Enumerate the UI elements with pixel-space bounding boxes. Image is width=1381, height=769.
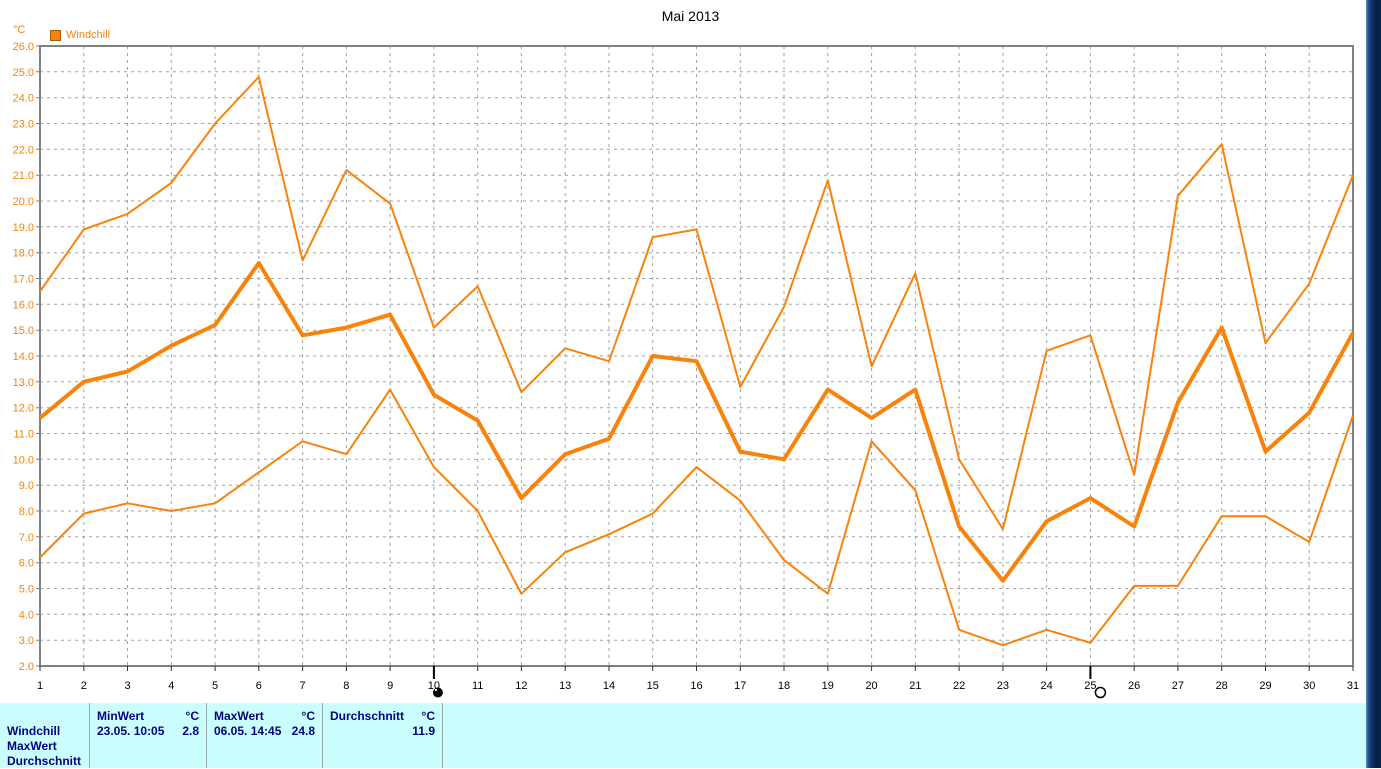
- y-tick-label: 21.0: [13, 170, 34, 182]
- x-tick-label: 22: [953, 680, 965, 692]
- legend-color-swatch-icon: [50, 29, 61, 41]
- durchschnitt-values: 11.9: [412, 724, 435, 738]
- y-tick-label: 8.0: [19, 506, 34, 518]
- x-tick-label: 20: [865, 680, 877, 692]
- chart-svg: 26.025.024.023.022.021.020.019.018.017.0…: [13, 41, 1359, 699]
- y-tick-label: 9.0: [19, 480, 34, 492]
- y-tick-label: 3.0: [19, 635, 34, 647]
- y-tick-label: 16.0: [13, 299, 34, 311]
- table-separator: [442, 703, 443, 768]
- series-line-max: [39, 76, 1354, 531]
- maxwert-header: MaxWert °C: [214, 709, 315, 723]
- y-tick-label: 12.0: [13, 403, 34, 415]
- x-tick-label: 25: [1084, 680, 1096, 692]
- page-title: Mai 2013: [661, 8, 720, 24]
- x-tick-label: 27: [1172, 680, 1184, 692]
- x-tick-label: 31: [1347, 680, 1359, 692]
- y-ticks: [36, 45, 40, 667]
- series-line-min: [39, 388, 1354, 647]
- x-tick-label: 21: [909, 680, 921, 692]
- y-tick-label: 18.0: [13, 248, 34, 260]
- durchschnitt-header: Durchschnitt °C: [330, 709, 435, 723]
- minwert-values: 23.05. 10:05 2.8: [97, 724, 199, 738]
- y-tick-label: 20.0: [13, 196, 34, 208]
- x-tick-label: 1: [37, 680, 43, 692]
- x-tick-label: 28: [1216, 680, 1228, 692]
- y-tick-label: 10.0: [13, 454, 34, 466]
- stats-table: Windchill MaxWert Durchschnitt MinWert °…: [0, 703, 1366, 768]
- y-tick-label: 22.0: [13, 144, 34, 156]
- y-tick-label: 17.0: [13, 274, 34, 286]
- x-tick-label: 9: [387, 680, 393, 692]
- curve-row-windchill[interactable]: Windchill: [7, 724, 61, 738]
- x-tick-label: 6: [256, 680, 262, 692]
- x-tick-label: 8: [343, 680, 349, 692]
- y-tick-label: 5.0: [19, 584, 34, 596]
- y-tick-label: 2.0: [19, 661, 34, 673]
- x-tick-label: 26: [1128, 680, 1140, 692]
- y-tick-label: 24.0: [13, 93, 34, 105]
- table-separator: [322, 703, 323, 768]
- x-tick-label: 4: [168, 680, 174, 692]
- x-tick-label: 19: [822, 680, 834, 692]
- x-ticks: [39, 666, 1354, 671]
- y-tick-label: 4.0: [19, 609, 34, 621]
- y-tick-label: 15.0: [13, 325, 34, 337]
- table-separator: [89, 703, 90, 768]
- y-tick-label: 25.0: [13, 67, 34, 79]
- x-tick-label: 13: [559, 680, 571, 692]
- x-tick-label: 5: [212, 680, 218, 692]
- moon-day-ticks: [432, 666, 1092, 679]
- curve-row-durchschnitt[interactable]: Durchschnitt: [7, 754, 82, 768]
- maxwert-values: 06.05. 14:45 24.8: [214, 724, 315, 738]
- x-tick-label: 12: [515, 680, 527, 692]
- x-tick-label: 14: [603, 680, 615, 692]
- minwert-header: MinWert °C: [97, 709, 199, 723]
- x-tick-label: 18: [778, 680, 790, 692]
- y-tick-label: 11.0: [13, 429, 34, 441]
- y-tick-label: 14.0: [13, 351, 34, 363]
- x-tick-label: 15: [647, 680, 659, 692]
- y-tick-label: 19.0: [13, 222, 34, 234]
- x-tick-label: 11: [472, 680, 483, 692]
- v-gridlines: [83, 46, 1310, 666]
- x-tick-label: 7: [300, 680, 306, 692]
- table-separator: [206, 703, 207, 768]
- y-tick-label: 13.0: [13, 377, 34, 389]
- y-tick-label: 7.0: [19, 532, 34, 544]
- full-moon-icon: [1094, 686, 1107, 699]
- y-tick-label: 6.0: [19, 558, 34, 570]
- x-tick-label: 16: [690, 680, 702, 692]
- series-line-mean: [38, 261, 1355, 583]
- x-tick-label: 17: [734, 680, 746, 692]
- curve-row-maxwert[interactable]: MaxWert: [7, 739, 57, 753]
- x-tick-label: 3: [124, 680, 130, 692]
- legend-windchill[interactable]: Windchill: [50, 29, 110, 41]
- new-moon-highlight: [434, 688, 437, 692]
- legend-label: Windchill: [66, 29, 111, 41]
- y-tick-label: 26.0: [13, 41, 34, 53]
- x-tick-label: 29: [1259, 680, 1271, 692]
- x-tick-label: 23: [997, 680, 1009, 692]
- x-tick-label: 24: [1041, 680, 1053, 692]
- new-moon-icon: [432, 687, 443, 698]
- y-tick-label: 23.0: [13, 119, 34, 131]
- x-tick-label: 30: [1303, 680, 1315, 692]
- desktop-edge-strip: [1366, 0, 1381, 768]
- y-axis-unit-label: °C: [13, 24, 26, 36]
- x-tick-label: 2: [81, 680, 87, 692]
